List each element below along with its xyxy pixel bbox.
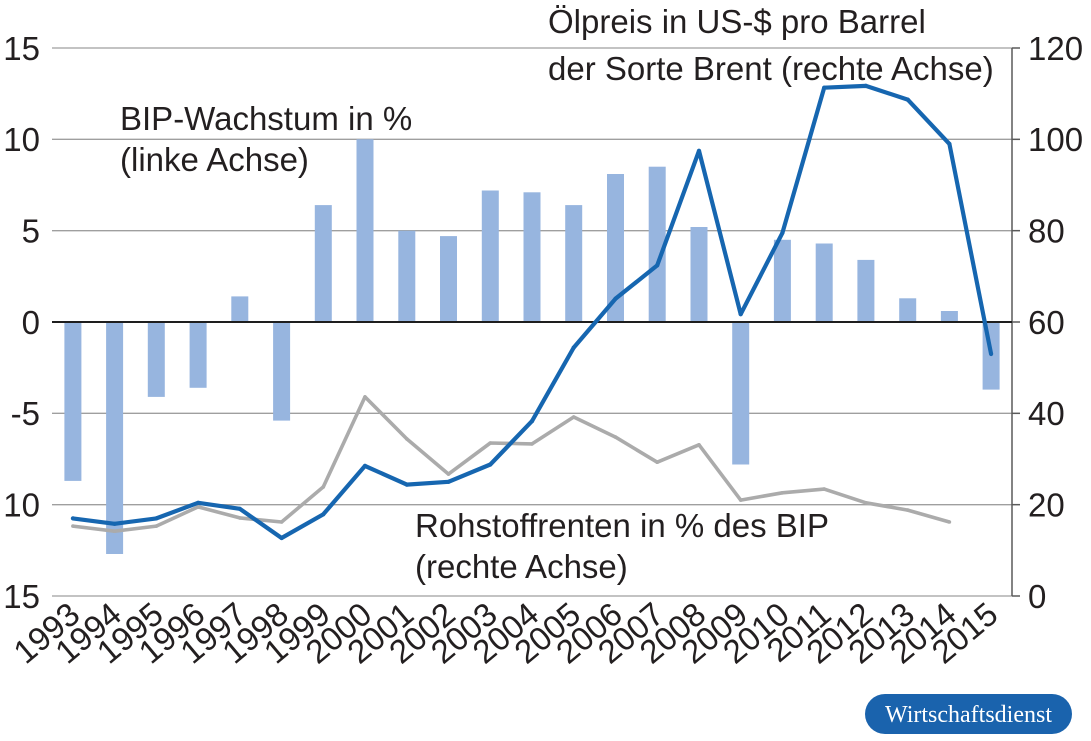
bar-1995 [147,322,165,397]
resource-rents-point-2011 [822,487,826,491]
y-right-tick-label-60: 60 [1028,304,1065,341]
wirtschaftsdienst-logo: Wirtschaftsdienst [865,694,1072,734]
y-right-tick-label-120: 120 [1028,30,1083,67]
y-right-tick-label-100: 100 [1028,121,1083,158]
oil-price-point-1998 [279,535,284,541]
oil-price-point-2006 [613,296,618,301]
oil-price-point-2012 [863,83,869,88]
resource-rents-point-2009 [738,498,743,502]
oil-price-point-2015 [989,351,994,357]
y-left-tick-label-minus-10: 10 [3,487,40,524]
annotation-oil-price-line-1: Ölpreis in US-$ pro Barrel [548,3,926,40]
resource-rents-point-2002 [446,472,451,476]
annotation-resource-rents-line-1: Rohstoffrenten in % des BIP [415,507,829,544]
oil-price-point-2013 [905,97,910,102]
resource-rents-point-2005 [571,415,576,419]
resource-rents-point-2003 [488,441,493,445]
bar-2000 [356,139,374,322]
oil-price-point-2001 [404,482,409,487]
oil-price-point-2005 [571,345,576,350]
oil-price-point-1996 [196,500,201,505]
bar-1999 [314,205,332,322]
bar-1993 [64,322,82,481]
y-left-tick-label-minus-5: -5 [11,395,40,432]
y-left-tick-label-10: 10 [3,121,40,158]
y-right-tick-label-80: 80 [1028,213,1065,250]
oil-price-point-2010 [780,230,785,235]
oil-price-point-1993 [70,516,75,521]
resource-rents-point-1993 [71,524,75,528]
oil-price-point-2014 [947,141,952,146]
oil-price-point-2000 [362,463,368,468]
resource-rents-point-2006 [613,435,618,439]
oil-price-point-1999 [321,512,326,517]
bar-2010 [773,239,791,322]
oil-price-point-2009 [738,312,743,317]
y-right-tick-label-40: 40 [1028,395,1065,432]
tick-labels: 151050-510151201008060402001993199419951… [3,30,1083,671]
bar-1998 [273,322,291,421]
bar-1994 [106,322,124,554]
logo-badge [865,694,1072,734]
y-left-tick-label-15: 15 [3,30,40,67]
resource-rents-point-1996 [196,505,200,509]
bar-2012 [857,259,875,322]
oil-price-point-2002 [446,479,451,484]
bar-2014 [940,311,958,322]
resource-rents-point-2010 [780,491,785,495]
bar-2007 [648,166,666,322]
bar-2005 [565,205,583,322]
resource-rents-point-1998 [279,520,284,524]
line-series [70,83,994,541]
oil-price-point-2011 [822,85,827,90]
y-left-tick-label-0: 0 [22,304,40,341]
resource-rents-point-2012 [864,501,868,505]
resource-rents-point-2001 [405,437,409,441]
bar-2008 [690,227,708,322]
annotation-resource-rents-line-2: (rechte Achse) [415,548,628,585]
bar-2011 [815,243,833,322]
resource-rents-point-2014 [947,520,952,524]
resource-rents-point-2000 [363,395,367,399]
resource-rents-point-2004 [530,442,534,446]
bar-2001 [398,230,416,322]
resource-rents-point-1995 [154,524,159,528]
oil-price-point-1995 [154,516,159,521]
annotation-gdp-growth-line-2: (linke Achse) [120,141,309,178]
bar-2003 [481,190,499,322]
bar-1997 [231,296,249,322]
annotation-oil-price-line-2: der Sorte Brent (rechte Achse) [548,50,994,87]
resource-rents-point-1999 [321,485,326,489]
oil-price-point-1994 [112,521,117,526]
resource-rents-point-2007 [655,460,659,465]
resource-rents-point-1997 [238,516,242,520]
bar-2009 [732,322,750,465]
oil-price-point-2007 [655,263,660,268]
annotations: Ölpreis in US-$ pro Barrel der Sorte Bre… [120,3,994,585]
y-right-tick-label-0: 0 [1028,578,1046,615]
resource-rents-point-1994 [112,529,117,533]
bar-1996 [189,322,207,388]
bip-bar-series [64,139,1000,554]
y-left-tick-label-5: 5 [22,213,40,250]
resource-rents-point-2008 [697,443,701,447]
oil-price-point-2003 [488,462,493,467]
resource-rents-point-2013 [905,508,910,512]
bar-2013 [899,298,917,322]
bar-2006 [607,174,624,322]
oil-price-point-2004 [529,419,535,424]
annotation-gdp-growth-line-1: BIP-Wachstum in % [120,100,412,137]
logo-text: Wirtschaftsdienst [885,702,1052,728]
axes [52,47,1020,597]
y-right-tick-label-20: 20 [1028,487,1065,524]
oil-price-point-1997 [237,506,242,511]
bar-2004 [523,192,541,322]
bar-2002 [440,236,457,322]
oil-price-point-2008 [696,148,702,153]
y-left-tick-label-minus-15: 15 [3,578,40,615]
